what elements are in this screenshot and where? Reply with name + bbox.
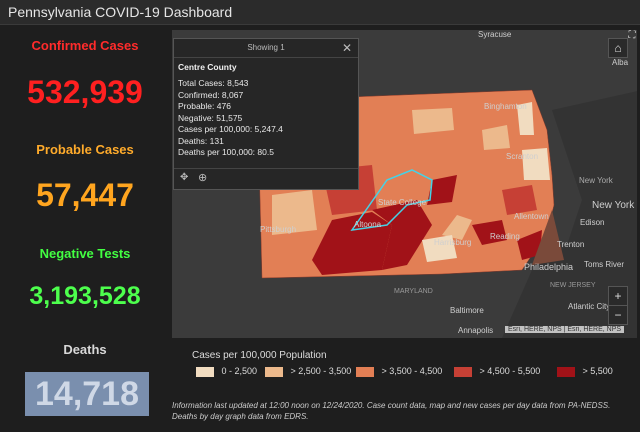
map-attribution: Esri, HERE, NPS | Esri, HERE, NPS [505,326,625,333]
legend-item-4: > 5,500 [557,366,613,377]
deaths-label: Deaths [63,342,107,357]
popup-footer: ✥ ⊕ [174,168,358,189]
popup-county-name: Centre County [178,62,237,72]
map-label-new-jersey: NEW JERSEY [550,282,596,289]
map-label-new-york-state: New York [579,176,613,185]
map-label-state-college: State College [378,198,427,207]
map-label-allentown: Allentown [514,212,549,221]
county-popup: Showing 1 ✕ Centre County Total Cases: 8… [173,38,359,190]
close-icon[interactable]: ✕ [341,41,352,55]
update-info-text: Information last updated at 12:00 noon o… [172,401,611,421]
probable-cases-label: Probable Cases [36,142,134,157]
popup-confirmed: Confirmed: 8,067 [178,89,244,100]
probable-cases-value: 57,447 [36,177,134,213]
legend-label-4: > 5,500 [582,366,613,376]
map-label-new-york-city: New York [592,200,635,211]
map-label-edison: Edison [580,218,605,227]
deaths-value: 14,718 [35,375,139,413]
confirmed-cases-label: Confirmed Cases [31,38,139,53]
map-label-annapolis: Annapolis [458,326,494,335]
deaths-value-box: 14,718 [25,372,149,416]
popup-deaths: Deaths: 131 [178,135,224,146]
legend-swatch-3 [454,366,472,377]
zoom-to-icon[interactable]: ⊕ [198,172,208,184]
legend-item-2: > 3,500 - 4,500 [356,366,442,377]
legend-label-0: 0 - 2,500 [221,366,258,376]
map-label-atlantic-city: Atlantic City [568,302,611,311]
map-label-syracuse: Syracuse [478,30,512,39]
legend-swatch-4 [557,366,575,377]
title-bar: Pennsylvania COVID-19 Dashboard [0,0,640,25]
map-label-pittsburgh: Pittsburgh [260,225,297,234]
legend-label-1: > 2,500 - 3,500 [290,366,352,376]
move-icon[interactable]: ✥ [180,172,189,183]
popup-total-cases: Total Cases: 8,543 [178,78,249,88]
map-label-albany: Alba [612,58,629,67]
home-button[interactable]: ⌂ [608,38,628,58]
map-label-harrisburg: Harrisburg [434,238,472,247]
popup-header: Showing 1 ✕ [174,39,358,58]
popup-header-text: Showing 1 [247,43,285,52]
map-label-trenton: Trenton [557,240,585,249]
map-label-reading: Reading [490,232,520,241]
map-label-maryland: MARYLAND [394,288,433,295]
popup-cases-per-100k: Cases per 100,000: 5,247.4 [178,124,283,134]
popup-deaths-per-100k: Deaths per 100,000: 80.5 [178,147,274,157]
legend-item-0: 0 - 2,500 [196,366,257,377]
zoom-out-button[interactable]: − [608,305,628,325]
negative-tests-value: 3,193,528 [29,282,141,310]
legend-title: Cases per 100,000 Population [192,350,327,361]
map-label-binghamton: Binghamton [484,102,527,111]
expand-icon[interactable]: ⛶ [628,30,636,41]
legend-swatch-1 [265,366,283,377]
legend-item-3: > 4,500 - 5,500 [454,366,540,377]
page-title: Pennsylvania COVID-19 Dashboard [8,4,233,20]
negative-tests-label: Negative Tests [39,246,131,261]
map-label-scranton: Scranton [506,152,539,161]
map-label-baltimore: Baltimore [450,306,484,315]
legend-label-2: > 3,500 - 4,500 [381,366,443,376]
legend-swatch-2 [356,366,374,377]
legend-label-3: > 4,500 - 5,500 [479,366,541,376]
zoom-in-button[interactable]: + [608,286,628,306]
map-label-altoona: Altoona [354,220,382,229]
legend-swatch-0 [196,366,214,377]
map-label-philadelphia: Philadelphia [524,262,574,272]
legend-item-1: > 2,500 - 3,500 [265,366,351,377]
map-label-toms-river: Toms River [584,260,625,269]
confirmed-cases-value: 532,939 [27,74,143,110]
popup-probable: Probable: 476 [178,101,231,111]
stats-panel: Confirmed Cases 532,939 Probable Cases 5… [0,26,170,432]
popup-negative: Negative: 51,575 [178,112,243,123]
